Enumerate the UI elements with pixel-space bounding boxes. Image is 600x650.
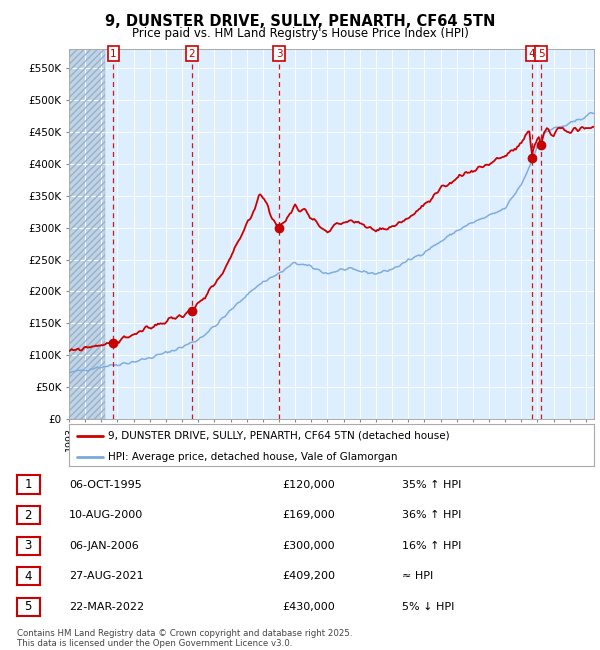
Text: 3: 3 [276,49,283,58]
Text: 4: 4 [25,569,32,582]
Text: 5: 5 [25,601,32,614]
Text: 35% ↑ HPI: 35% ↑ HPI [402,480,461,489]
Text: £430,000: £430,000 [282,602,335,612]
Text: 06-JAN-2006: 06-JAN-2006 [69,541,139,551]
Text: 3: 3 [25,540,32,552]
Text: 9, DUNSTER DRIVE, SULLY, PENARTH, CF64 5TN (detached house): 9, DUNSTER DRIVE, SULLY, PENARTH, CF64 5… [109,431,450,441]
Text: 5: 5 [538,49,544,58]
Text: £169,000: £169,000 [282,510,335,520]
Text: 27-AUG-2021: 27-AUG-2021 [69,571,143,581]
Text: 06-OCT-1995: 06-OCT-1995 [69,480,142,489]
Bar [69,49,106,419]
Text: 1: 1 [25,478,32,491]
Text: 10-AUG-2000: 10-AUG-2000 [69,510,143,520]
Text: 5% ↓ HPI: 5% ↓ HPI [402,602,454,612]
Text: Contains HM Land Registry data © Crown copyright and database right 2025.
This d: Contains HM Land Registry data © Crown c… [17,629,352,648]
Text: HPI: Average price, detached house, Vale of Glamorgan: HPI: Average price, detached house, Vale… [109,452,398,461]
Text: 2: 2 [188,49,195,58]
Bar [69,49,106,419]
Text: 16% ↑ HPI: 16% ↑ HPI [402,541,461,551]
Text: Price paid vs. HM Land Registry's House Price Index (HPI): Price paid vs. HM Land Registry's House … [131,27,469,40]
Text: 2: 2 [25,508,32,521]
Text: 4: 4 [529,49,535,58]
Text: 22-MAR-2022: 22-MAR-2022 [69,602,144,612]
Text: £300,000: £300,000 [282,541,335,551]
Text: 9, DUNSTER DRIVE, SULLY, PENARTH, CF64 5TN: 9, DUNSTER DRIVE, SULLY, PENARTH, CF64 5… [105,14,495,29]
Text: ≈ HPI: ≈ HPI [402,571,433,581]
Text: 36% ↑ HPI: 36% ↑ HPI [402,510,461,520]
Text: £120,000: £120,000 [282,480,335,489]
Text: £409,200: £409,200 [282,571,335,581]
Text: 1: 1 [110,49,117,58]
